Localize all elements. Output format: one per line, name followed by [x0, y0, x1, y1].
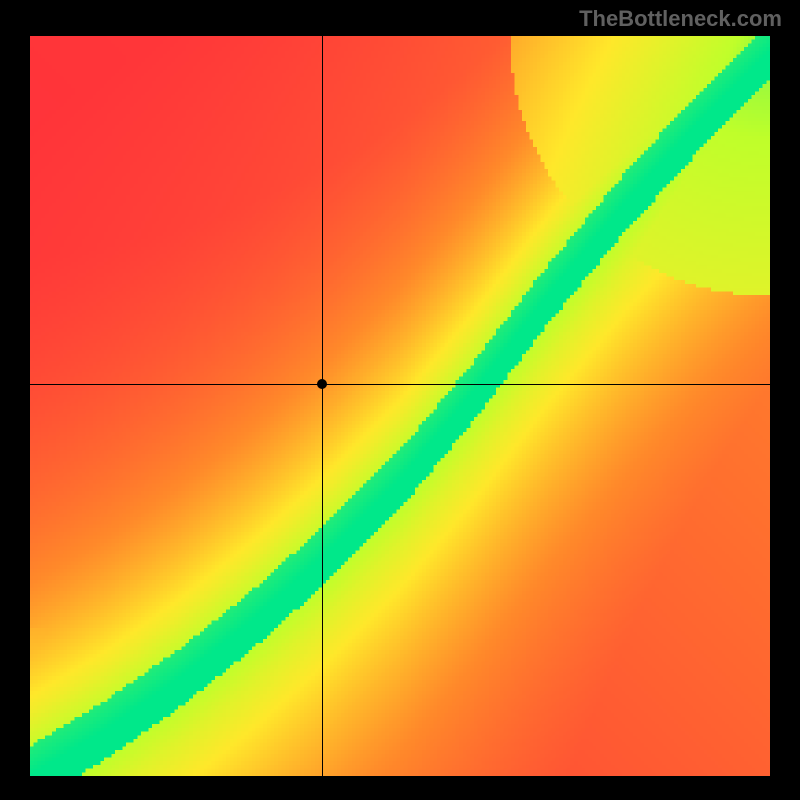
marker-dot — [317, 379, 327, 389]
plot-area — [30, 36, 770, 776]
crosshair-vertical — [322, 36, 323, 776]
watermark-text: TheBottleneck.com — [579, 6, 782, 32]
chart-container: TheBottleneck.com — [0, 0, 800, 800]
crosshair-horizontal — [30, 384, 770, 385]
heatmap-canvas — [30, 36, 770, 776]
